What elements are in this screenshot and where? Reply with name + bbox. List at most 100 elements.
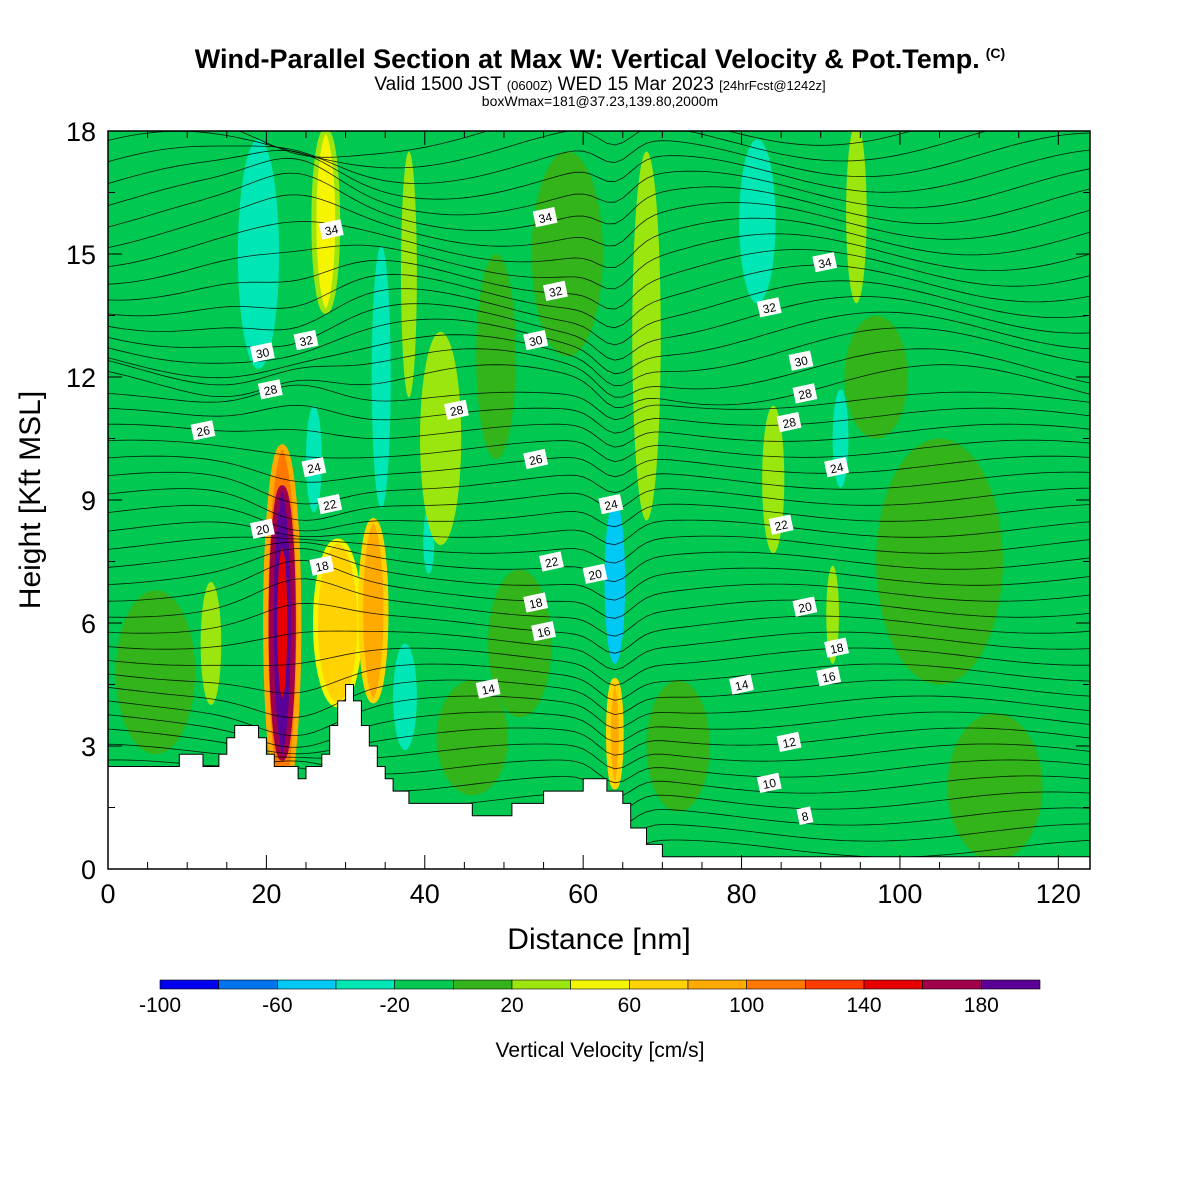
- contour-label-text: 22: [322, 497, 338, 514]
- isentrope: [108, 404, 1090, 434]
- contour-label-text: 20: [797, 599, 813, 616]
- isentrope: [108, 727, 1090, 756]
- contour-label-box: [582, 563, 608, 584]
- contour-label-text: 16: [536, 624, 552, 641]
- w-zone: [401, 151, 417, 398]
- contour-label-text: 28: [263, 382, 279, 399]
- contour-label-box: [444, 399, 469, 420]
- contour-label: 30: [788, 350, 814, 371]
- w-zone: [632, 151, 661, 521]
- w-zone-rim: [268, 485, 296, 761]
- contour-label-text: 32: [761, 300, 777, 317]
- contour-label: 10: [756, 772, 782, 794]
- colorbar-swatch: [570, 979, 630, 990]
- contour-label: 34: [532, 206, 558, 228]
- y-axis-label: Height [Kft MSL]: [14, 391, 47, 609]
- w-zone: [531, 151, 603, 357]
- contour-label-text: 12: [781, 735, 797, 752]
- x-tick-label: 0: [100, 879, 115, 909]
- y-tick-label: 15: [66, 240, 96, 270]
- contour-label-box: [523, 448, 549, 470]
- contour-label: 8: [796, 806, 814, 825]
- isentrope: [108, 131, 988, 169]
- contour-label-text: 28: [449, 402, 465, 419]
- contour-label-text: 24: [306, 460, 322, 477]
- contour-label-text: 28: [781, 415, 797, 432]
- w-zone: [826, 565, 839, 664]
- contour-label-box: [756, 772, 782, 794]
- isentrope: [108, 487, 1090, 521]
- x-tick-label: 40: [410, 879, 440, 909]
- contour-label-box: [788, 350, 814, 371]
- isentrope: [108, 679, 1090, 718]
- contour-label-text: 32: [298, 333, 314, 350]
- contour-label-box: [796, 806, 814, 825]
- valid-date: WED 15 Mar 2023: [557, 74, 714, 95]
- isentrope: [108, 249, 1090, 310]
- isentrope: [108, 157, 1090, 216]
- contour-label-text: 30: [255, 345, 271, 362]
- colorbar-swatch: [218, 979, 278, 990]
- contour-label-box: [792, 383, 818, 404]
- isentrope: [108, 711, 1090, 748]
- isentrope: [108, 132, 1090, 184]
- colorbar-swatch: [981, 979, 1041, 990]
- w-zone: [115, 590, 196, 755]
- colorbar: -100 -60 -20 20 60 100 140 180: [139, 979, 1041, 1017]
- w-core: [277, 548, 288, 698]
- x-tick-label: 60: [568, 879, 598, 909]
- contour-label-box: [317, 493, 343, 515]
- y-tick-label: 12: [66, 363, 96, 393]
- colorbar-swatch: [629, 979, 689, 990]
- isentrope: [108, 535, 1090, 564]
- isentrope: [108, 471, 1090, 505]
- contour-label-box: [531, 621, 556, 642]
- contour-label-text: 8: [800, 809, 810, 824]
- colorbar-swatch: [746, 979, 806, 990]
- contour-label-box: [776, 411, 802, 433]
- contour-label-box: [816, 666, 842, 687]
- contour-label-text: 24: [603, 497, 619, 514]
- isentrope: [108, 327, 1090, 387]
- isentrope: [238, 131, 913, 158]
- contour-label-text: 22: [773, 517, 789, 534]
- colorbar-swatch: [394, 979, 454, 990]
- contour-label-box: [756, 297, 782, 318]
- contour-label-text: 34: [817, 255, 833, 272]
- contour-label: 20: [250, 518, 275, 539]
- contour-label: 32: [543, 280, 568, 302]
- w-zone: [436, 680, 508, 796]
- colorbar-tick-label: -100: [139, 994, 181, 1017]
- isentrope: [108, 280, 1090, 346]
- contour-label-box: [293, 329, 319, 351]
- contour-label: 26: [190, 420, 216, 441]
- contour-label-box: [824, 457, 850, 478]
- isentrope: [108, 233, 1090, 290]
- contour-label-text: 32: [548, 284, 564, 301]
- contour-label: 30: [523, 329, 549, 351]
- contour-label-text: 24: [829, 460, 845, 477]
- contour-label: 14: [729, 674, 754, 695]
- w-zone: [762, 405, 785, 554]
- isentrope: [108, 264, 1090, 329]
- x-tick-label: 20: [251, 879, 281, 909]
- w-zone: [739, 139, 776, 304]
- w-zone: [488, 569, 552, 718]
- w-zone: [947, 713, 1043, 861]
- contour-label-box: [318, 219, 344, 240]
- contour-label-text: 20: [587, 566, 603, 583]
- isentrope: [108, 217, 1090, 268]
- contour-label-box: [523, 592, 549, 613]
- w-zone: [360, 520, 386, 701]
- valid-utc: (0600Z): [506, 78, 553, 93]
- y-tick-label: 0: [81, 855, 96, 885]
- colorbar-swatch: [805, 979, 865, 990]
- isentrope: [108, 559, 1090, 619]
- contour-label: 26: [523, 448, 549, 470]
- colorbar-swatch: [511, 979, 571, 990]
- y-tick-label: 9: [81, 486, 96, 516]
- colorbar-swatch: [922, 979, 982, 990]
- contour-label-box: [475, 678, 501, 699]
